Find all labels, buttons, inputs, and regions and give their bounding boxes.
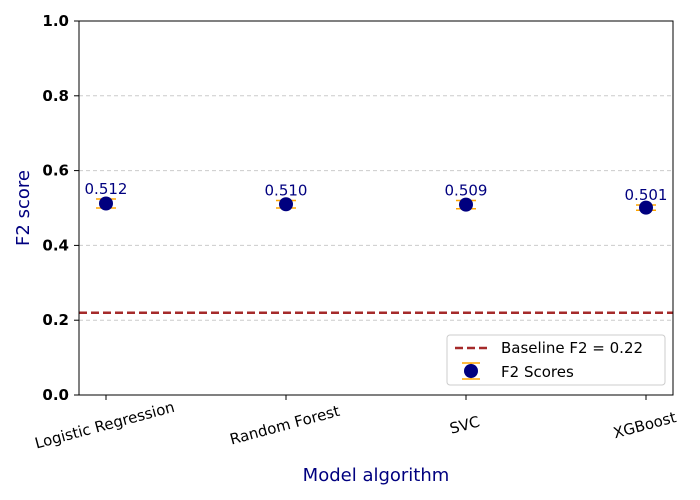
markers [99, 196, 653, 215]
y-tick-label: 0.4 [42, 236, 69, 254]
data-label: 0.501 [625, 186, 668, 204]
data-label: 0.512 [85, 180, 128, 198]
y-tick-label: 0.6 [42, 162, 69, 180]
data-point [99, 196, 113, 211]
legend-box [446, 334, 666, 386]
legend-scores-label: F2 Scores [501, 363, 574, 381]
plot-frame [78, 20, 674, 396]
data-point [279, 197, 293, 212]
x-tick-label: Logistic Regression [33, 398, 177, 453]
y-axis: 0.0 0.2 0.4 0.6 0.8 1.0 [42, 12, 79, 404]
legend-baseline-label: Baseline F2 = 0.22 [501, 339, 643, 357]
data-point [459, 197, 473, 212]
x-tick-label: Random Forest [228, 402, 342, 449]
x-axis: Logistic Regression Random Forest SVC XGBoo… [33, 395, 678, 452]
grid-lines [79, 95, 673, 321]
y-tick-label: 0.2 [42, 311, 69, 329]
data-labels: 0.512 0.510 0.509 0.501 [85, 180, 668, 204]
y-tick-label: 0.0 [42, 386, 69, 404]
y-tick-label: 0.8 [42, 87, 69, 105]
x-tick-label: SVC [448, 413, 482, 438]
x-tick-label: XGBoost [611, 408, 678, 442]
error-bars [96, 198, 656, 211]
y-axis-label: F2 score [13, 170, 34, 246]
x-axis-label: Model algorithm [303, 465, 450, 486]
legend: Baseline F2 = 0.22 F2 Scores [446, 334, 666, 386]
legend-marker-swatch [464, 364, 478, 378]
data-point [639, 200, 653, 215]
data-label: 0.509 [445, 182, 488, 200]
data-label: 0.510 [265, 182, 308, 200]
y-tick-label: 1.0 [42, 12, 69, 30]
